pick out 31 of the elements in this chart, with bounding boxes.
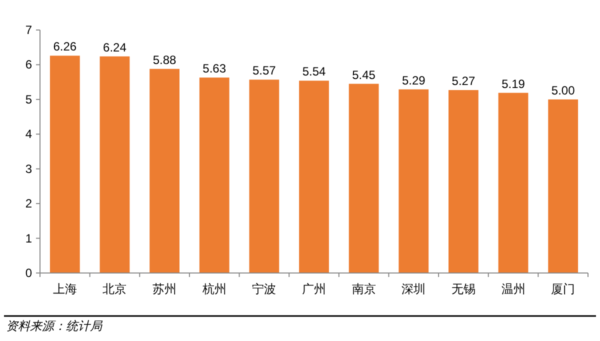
x-tick-label: 广州 (302, 282, 326, 296)
data-label: 5.00 (551, 83, 576, 98)
y-tick-label: 4 (25, 127, 32, 142)
x-tick-label: 厦门 (551, 282, 576, 296)
y-tick-label: 5 (25, 92, 32, 106)
y-tick-label: 7 (25, 23, 32, 37)
data-label: 5.45 (352, 68, 376, 82)
x-tick-label: 上海 (52, 282, 77, 296)
data-label: 5.57 (252, 64, 276, 78)
data-label: 5.19 (502, 76, 526, 91)
data-label: 5.63 (202, 62, 226, 76)
text: 资料来源：统计局 (6, 319, 103, 333)
data-label: 6.24 (103, 40, 127, 54)
x-tick-label: 杭州 (201, 282, 226, 296)
x-tick-label: 无锡 (451, 282, 476, 296)
x-tick-label: 深圳 (402, 282, 426, 296)
y-tick-label: 6 (25, 58, 32, 72)
x-tick-label: 宁波 (252, 282, 276, 296)
data-label: 5.29 (402, 73, 426, 88)
y-tick-label: 3 (25, 162, 32, 176)
x-tick-label: 南京 (352, 282, 376, 296)
x-tick-label: 苏州 (152, 282, 177, 296)
y-tick-label: 1 (25, 231, 32, 246)
data-label: 5.54 (302, 64, 326, 79)
data-label: 6.26 (53, 40, 77, 54)
data-label: 5.27 (452, 74, 476, 88)
x-tick-label: 温州 (501, 282, 526, 296)
y-tick-label: 0 (25, 266, 32, 280)
y-tick-label: 2 (25, 196, 32, 211)
x-tick-label: 北京 (102, 282, 127, 296)
data-label: 5.88 (152, 52, 177, 67)
